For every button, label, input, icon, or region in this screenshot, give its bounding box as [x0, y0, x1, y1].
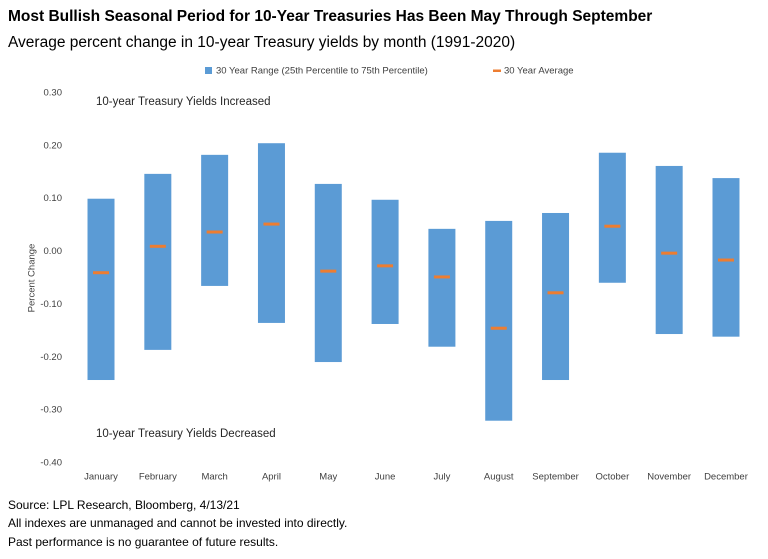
x-tick-label: March	[201, 472, 227, 483]
legend-label: 30 Year Average	[504, 66, 574, 77]
annotation: 10-year Treasury Yields Increased	[96, 96, 271, 108]
average-marker	[93, 271, 110, 275]
average-marker	[717, 258, 734, 262]
footer-line: Source: LPL Research, Bloomberg, 4/13/21	[8, 498, 240, 512]
range-bar	[371, 199, 399, 324]
average-marker	[661, 251, 678, 255]
average-marker	[490, 326, 507, 330]
average-marker	[206, 230, 223, 234]
legend-swatch	[493, 69, 501, 72]
x-tick-label: August	[484, 472, 514, 483]
range-bar	[144, 173, 172, 350]
y-tick-label: 0.10	[44, 193, 63, 204]
range-bar	[428, 228, 456, 347]
footer-line: All indexes are unmanaged and cannot be …	[8, 516, 347, 530]
x-tick-label: September	[532, 472, 578, 483]
y-tick-label: -0.10	[40, 299, 62, 310]
average-marker	[263, 222, 280, 226]
footer-line: Past performance is no guarantee of futu…	[8, 535, 278, 549]
average-marker	[433, 275, 450, 279]
range-bar	[201, 154, 229, 286]
range-bar	[314, 183, 342, 363]
average-marker	[377, 264, 394, 268]
average-marker	[149, 244, 166, 248]
x-tick-label: May	[319, 472, 337, 483]
range-bar	[598, 152, 626, 283]
x-tick-label: October	[595, 472, 629, 483]
y-tick-label: -0.30	[40, 405, 62, 416]
range-bar	[87, 198, 115, 381]
legend-swatch	[205, 67, 212, 74]
range-bar	[485, 220, 513, 421]
chart-subtitle: Average percent change in 10-year Treasu…	[8, 34, 515, 51]
range-bar	[542, 212, 570, 381]
range-bar	[655, 165, 683, 335]
y-tick-label: 0.30	[44, 88, 63, 99]
range-bar	[712, 178, 740, 337]
y-tick-label: 0.00	[44, 246, 63, 257]
average-marker	[604, 224, 621, 228]
y-tick-label: -0.20	[40, 352, 62, 363]
average-marker	[320, 269, 337, 273]
x-tick-label: January	[84, 472, 118, 483]
x-tick-label: April	[262, 472, 281, 483]
range-bar	[257, 143, 285, 323]
x-tick-label: November	[647, 472, 691, 483]
x-tick-label: December	[704, 472, 748, 483]
y-tick-label: -0.40	[40, 458, 62, 469]
x-tick-label: June	[375, 472, 396, 483]
x-tick-label: July	[433, 472, 450, 483]
chart-title: Most Bullish Seasonal Period for 10-Year…	[8, 8, 652, 25]
y-axis-title: Percent Change	[27, 244, 38, 313]
x-tick-label: February	[139, 472, 177, 483]
y-tick-label: 0.20	[44, 140, 63, 151]
average-marker	[547, 291, 564, 295]
annotation: 10-year Treasury Yields Decreased	[96, 428, 276, 440]
legend-label: 30 Year Range (25th Percentile to 75th P…	[216, 66, 428, 77]
